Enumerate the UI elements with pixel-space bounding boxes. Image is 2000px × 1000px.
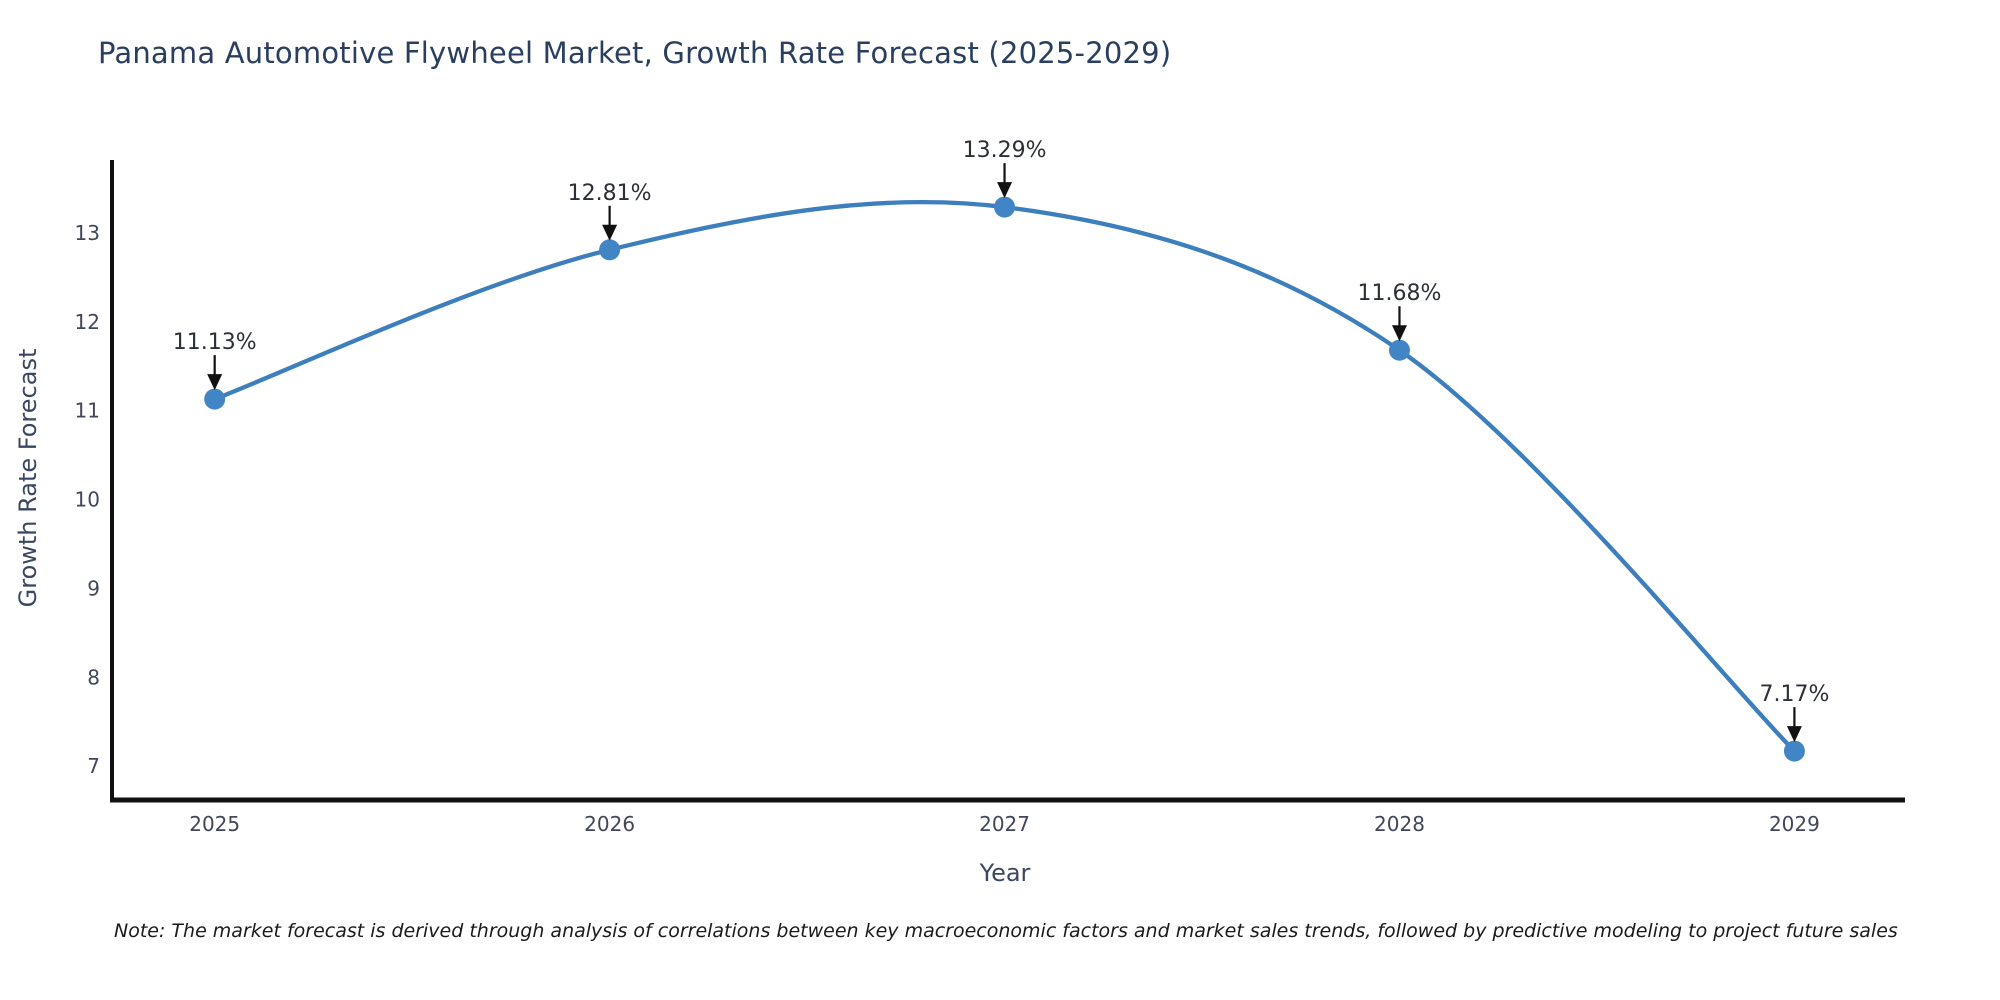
y-tick-label: 10 <box>75 488 100 512</box>
y-tick-label: 8 <box>87 665 100 689</box>
annotation-label: 7.17% <box>1759 682 1829 707</box>
data-point-2027 <box>994 196 1016 218</box>
data-point-2029 <box>1783 740 1805 762</box>
x-tick-label: 2028 <box>1374 812 1425 836</box>
x-tick-label: 2029 <box>1769 812 1820 836</box>
annotation-arrowhead <box>1391 325 1407 342</box>
annotation-arrowhead <box>1786 726 1802 743</box>
annotation-arrowhead <box>207 374 223 391</box>
y-tick-label: 13 <box>75 221 100 245</box>
annotation-label: 11.68% <box>1358 281 1442 306</box>
y-axis-title: Growth Rate Forecast <box>14 348 42 608</box>
x-tick-label: 2027 <box>979 812 1030 836</box>
forecast-line <box>212 199 1797 754</box>
annotation-arrowhead <box>997 182 1013 199</box>
annotation-label: 11.13% <box>173 330 257 355</box>
annotation-arrowhead <box>602 224 618 241</box>
data-point-2026 <box>599 239 621 261</box>
footnote: Note: The market forecast is derived thr… <box>114 920 1898 942</box>
annotation-label: 13.29% <box>963 138 1047 163</box>
x-tick-label: 2025 <box>189 812 240 836</box>
chart-title: Panama Automotive Flywheel Market, Growt… <box>98 36 1172 70</box>
y-tick-label: 7 <box>87 754 100 778</box>
annotation-label: 12.81% <box>568 181 652 206</box>
y-tick-label: 11 <box>75 399 100 423</box>
data-point-2028 <box>1388 339 1410 361</box>
y-tick-label: 9 <box>87 576 100 600</box>
data-point-2025 <box>204 388 226 410</box>
x-tick-label: 2026 <box>584 812 635 836</box>
y-tick-label: 12 <box>75 310 100 334</box>
x-axis-title: Year <box>979 859 1031 887</box>
